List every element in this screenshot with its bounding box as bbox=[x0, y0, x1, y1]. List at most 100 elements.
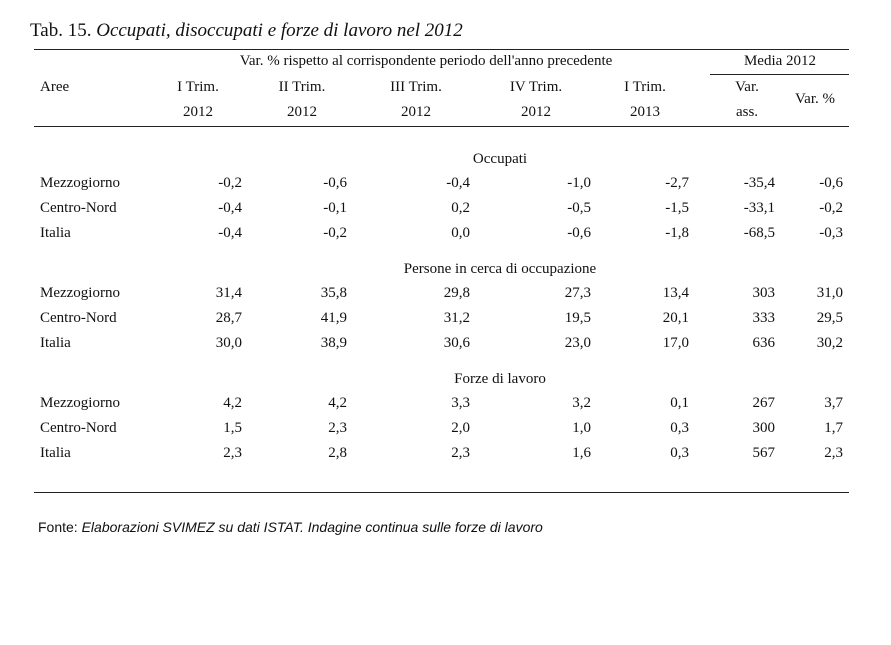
column-header-line1: IV Trim. bbox=[509, 79, 563, 95]
table-cell: 2,3 bbox=[328, 420, 347, 436]
table-cell: 29,8 bbox=[443, 285, 470, 301]
table-cell: -0,4 bbox=[446, 175, 470, 191]
table-caption: Occupati, disoccupati e forze di lavoro … bbox=[96, 20, 463, 41]
table-cell: 300 bbox=[752, 420, 776, 436]
row-area-label: Mezzogiorno bbox=[40, 285, 120, 301]
table-cell: -0,6 bbox=[819, 175, 843, 191]
table-cell: 636 bbox=[752, 335, 776, 351]
bottom-rule bbox=[34, 492, 849, 493]
table-cell: 23,0 bbox=[564, 335, 591, 351]
table-cell: 30,0 bbox=[215, 335, 242, 351]
source-text: Elaborazioni SVIMEZ su dati ISTAT. Indag… bbox=[81, 519, 543, 535]
table-cell: -68,5 bbox=[743, 225, 775, 241]
table-cell: -0,4 bbox=[218, 225, 242, 241]
column-header-line2: 2012 bbox=[183, 104, 213, 120]
top-rule bbox=[34, 49, 849, 50]
table-cell: 333 bbox=[752, 310, 776, 326]
column-header-line1: II Trim. bbox=[278, 79, 326, 95]
table-title: Tab. 15. Occupati, disoccupati e forze d… bbox=[30, 20, 463, 42]
table-cell: 0,1 bbox=[670, 395, 689, 411]
table-cell: 30,6 bbox=[443, 335, 470, 351]
column-header-line1: Var. % bbox=[795, 91, 835, 107]
table-cell: -0,2 bbox=[819, 200, 843, 216]
table-cell: 2,3 bbox=[223, 445, 242, 461]
row-area-label: Mezzogiorno bbox=[40, 175, 120, 191]
column-header-line1: I Trim. bbox=[624, 79, 666, 95]
table-cell: 4,2 bbox=[328, 395, 347, 411]
row-area-label: Mezzogiorno bbox=[40, 395, 120, 411]
table-cell: -1,8 bbox=[665, 225, 689, 241]
table-cell: 1,5 bbox=[223, 420, 242, 436]
table-cell: 41,9 bbox=[320, 310, 347, 326]
table-cell: 267 bbox=[752, 395, 776, 411]
source-note: Fonte: Elaborazioni SVIMEZ su dati ISTAT… bbox=[38, 519, 543, 535]
table-cell: -2,7 bbox=[665, 175, 689, 191]
table-cell: 13,4 bbox=[662, 285, 689, 301]
section-title: Forze di lavoro bbox=[454, 371, 546, 387]
table-cell: -1,5 bbox=[665, 200, 689, 216]
table-cell: 0,3 bbox=[670, 445, 689, 461]
table-cell: 303 bbox=[752, 285, 776, 301]
table-cell: 567 bbox=[752, 445, 776, 461]
table-cell: 3,2 bbox=[572, 395, 591, 411]
table-cell: -33,1 bbox=[743, 200, 775, 216]
table-cell: 2,0 bbox=[451, 420, 470, 436]
table-cell: 2,3 bbox=[451, 445, 470, 461]
table-cell: -0,6 bbox=[567, 225, 591, 241]
column-header-line2: 2013 bbox=[630, 104, 660, 120]
table-cell: 19,5 bbox=[564, 310, 591, 326]
table-cell: 0,2 bbox=[451, 200, 470, 216]
table-cell: -1,0 bbox=[567, 175, 591, 191]
table-cell: -0,2 bbox=[323, 225, 347, 241]
table-cell: 2,3 bbox=[824, 445, 843, 461]
table-cell: -0,5 bbox=[567, 200, 591, 216]
table-cell: -0,2 bbox=[218, 175, 242, 191]
row-area-label: Centro-Nord bbox=[40, 310, 117, 326]
table-cell: 4,2 bbox=[223, 395, 242, 411]
row-area-label: Italia bbox=[40, 335, 71, 351]
row-area-label: Centro-Nord bbox=[40, 200, 117, 216]
column-header-line2: ass. bbox=[735, 104, 759, 120]
table-cell: -0,3 bbox=[819, 225, 843, 241]
aree-header: Aree bbox=[40, 79, 70, 95]
table-cell: 1,6 bbox=[572, 445, 591, 461]
table-cell: 29,5 bbox=[816, 310, 843, 326]
table-cell: 31,0 bbox=[816, 285, 843, 301]
row-area-label: Centro-Nord bbox=[40, 420, 117, 436]
column-header-line1: III Trim. bbox=[390, 79, 442, 95]
header-bottom-rule bbox=[34, 126, 849, 127]
table-cell: 17,0 bbox=[662, 335, 689, 351]
table-cell: 31,2 bbox=[443, 310, 470, 326]
column-header-line2: 2012 bbox=[521, 104, 551, 120]
column-header-line2: 2012 bbox=[401, 104, 431, 120]
section-title: Occupati bbox=[472, 151, 528, 167]
table-cell: 0,3 bbox=[670, 420, 689, 436]
table-cell: -0,6 bbox=[323, 175, 347, 191]
table-cell: 31,4 bbox=[215, 285, 242, 301]
table-cell: 20,1 bbox=[662, 310, 689, 326]
column-header-line1: Var. bbox=[735, 79, 759, 95]
section-title: Persone in cerca di occupazione bbox=[403, 261, 597, 277]
source-label: Fonte: bbox=[38, 519, 78, 535]
row-area-label: Italia bbox=[40, 225, 71, 241]
table-cell: 1,7 bbox=[824, 420, 843, 436]
table-cell: 27,3 bbox=[564, 285, 591, 301]
table-number: Tab. 15. bbox=[30, 20, 92, 41]
column-header-line1: I Trim. bbox=[177, 79, 219, 95]
media-rule bbox=[710, 74, 849, 75]
table-cell: -0,1 bbox=[323, 200, 347, 216]
table-cell: 0,0 bbox=[451, 225, 470, 241]
table-cell: 3,7 bbox=[824, 395, 843, 411]
table-cell: -35,4 bbox=[743, 175, 775, 191]
column-header-line2: 2012 bbox=[287, 104, 317, 120]
table-cell: 30,2 bbox=[816, 335, 843, 351]
row-area-label: Italia bbox=[40, 445, 71, 461]
table-cell: 35,8 bbox=[320, 285, 347, 301]
table-cell: 2,8 bbox=[328, 445, 347, 461]
table-cell: -0,4 bbox=[218, 200, 242, 216]
group-header: Var. % rispetto al corrispondente period… bbox=[239, 53, 613, 69]
table-cell: 38,9 bbox=[320, 335, 347, 351]
table-cell: 1,0 bbox=[572, 420, 591, 436]
media-header: Media 2012 bbox=[743, 53, 817, 69]
table-cell: 28,7 bbox=[215, 310, 242, 326]
